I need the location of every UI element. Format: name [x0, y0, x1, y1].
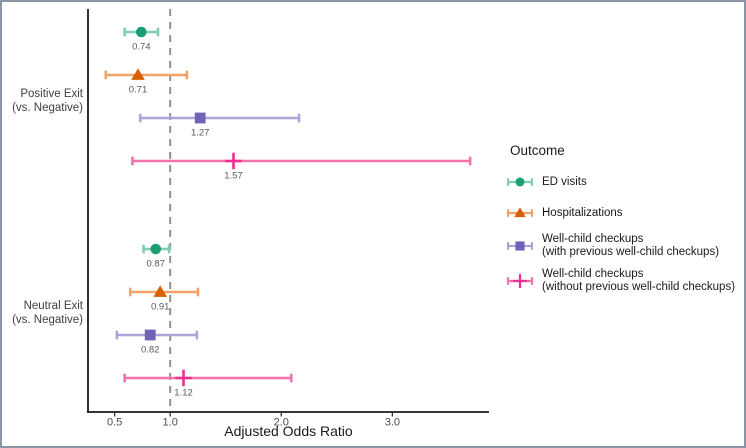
- triangle-marker: [514, 207, 526, 218]
- circle-marker: [136, 26, 147, 38]
- square-marker: [515, 241, 525, 251]
- group-label-neutral-exit: Neutral Exit (vs. Negative): [12, 300, 83, 326]
- value-label: 1.12: [174, 388, 193, 399]
- well-child-without-previous-glyph-icon: [506, 273, 534, 289]
- ed-visits-glyph-icon: [506, 177, 534, 187]
- value-label: 0.82: [141, 345, 160, 356]
- x-tick-label: 1.0: [163, 417, 178, 429]
- value-label: 1.57: [224, 171, 243, 182]
- legend-item-well-child-without-previous: Well-child checkups (without previous we…: [505, 268, 744, 294]
- legend-item-label: ED visits: [542, 175, 587, 188]
- x-tick-label: 2.0: [274, 417, 289, 429]
- plus-marker: [512, 273, 528, 289]
- value-label: 0.74: [132, 42, 151, 53]
- legend-item-label: Hospitalizations: [542, 206, 623, 219]
- plus-marker: [175, 369, 192, 387]
- legend-items: ED visits Hospitalizations Well-child chec…: [505, 171, 744, 294]
- triangle-marker: [131, 68, 145, 80]
- circle-marker: [515, 177, 525, 187]
- legend-item-ed-visits: ED visits: [505, 171, 744, 193]
- plus-marker: [225, 152, 242, 170]
- well-child-with-previous-glyph-icon: [506, 241, 534, 251]
- value-label: 1.27: [191, 128, 210, 139]
- square-marker: [144, 329, 156, 341]
- x-tick-label: 3.0: [385, 417, 400, 429]
- hospitalizations-glyph-icon: [506, 207, 534, 218]
- square-marker: [194, 112, 206, 124]
- legend-item-hospitalizations: Hospitalizations: [505, 202, 744, 224]
- legend: Outcome ED visits Hospitalizations Well-ch…: [505, 143, 744, 303]
- circle-marker: [150, 243, 162, 255]
- x-tick-label: 0.5: [107, 417, 122, 429]
- value-label: 0.91: [151, 302, 170, 313]
- triangle-marker: [153, 285, 168, 297]
- legend-item-well-child-with-previous: Well-child checkups (with previous well-…: [505, 233, 744, 259]
- group-label-positive-exit: Positive Exit (vs. Negative): [12, 88, 83, 114]
- value-label: 0.87: [147, 259, 166, 270]
- legend-item-label: Well-child checkups (without previous we…: [542, 268, 736, 293]
- legend-title: Outcome: [510, 143, 565, 158]
- x-axis-title: Adjusted Odds Ratio: [224, 423, 353, 439]
- legend-item-label: Well-child checkups (with previous well-…: [542, 233, 720, 258]
- value-label: 0.71: [129, 85, 148, 96]
